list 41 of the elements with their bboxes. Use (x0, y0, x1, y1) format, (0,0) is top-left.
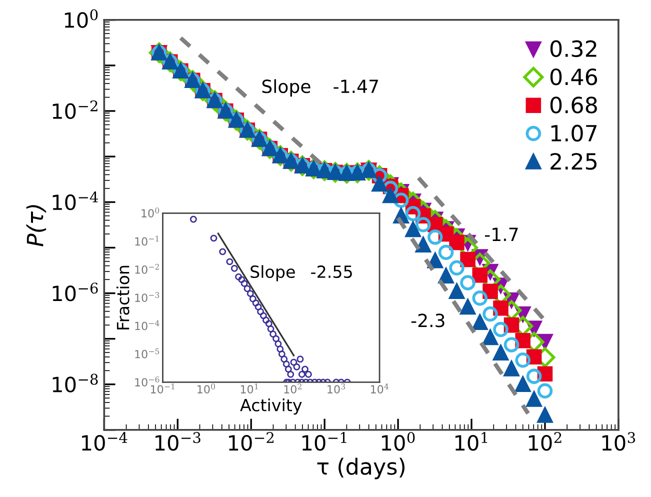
y-axis-title: P(τ) (26, 205, 46, 246)
x-tick-label: 10$^{−1}$ (150, 384, 174, 394)
x-tick-label: 10$^{1}$ (455, 432, 488, 451)
x-tick-label: 10$^{0}$ (198, 384, 215, 394)
x-axis-title: Activity (240, 398, 302, 415)
x-tick-label: 10$^{2}$ (528, 432, 562, 451)
y-axis-title: Fraction (116, 266, 130, 330)
y-tick-label: 10$^{0}$ (64, 9, 98, 28)
y-tick-label: 10$^{−3}$ (135, 292, 160, 302)
legend-label: 2.25 (550, 152, 597, 170)
legend-label: 0.68 (550, 96, 597, 114)
legend-label: 1.07 (551, 124, 597, 142)
annotation: -1.47 (334, 80, 378, 93)
y-tick-label: 10$^{−6}$ (135, 376, 160, 386)
annotation: Slope (250, 265, 295, 282)
y-tick-label: 10$^{−2}$ (135, 264, 159, 274)
y-tick-label: 10$^{0}$ (142, 208, 160, 218)
y-tick-label: 10$^{−4}$ (135, 320, 160, 330)
annotation: -2.55 (311, 265, 352, 278)
x-tick-label: 10$^{−1}$ (302, 432, 346, 451)
y-tick-label: 10$^{−1}$ (135, 236, 159, 246)
x-tick-label: 10$^{3}$ (328, 384, 346, 394)
x-tick-label: 10$^{1}$ (240, 384, 258, 394)
x-tick-label: 10$^{−3}$ (156, 432, 200, 451)
x-tick-label: 10$^{−4}$ (82, 432, 128, 451)
legend-label: 0.32 (550, 40, 596, 58)
x-tick-label: 10$^{3}$ (602, 432, 636, 451)
x-tick-label: 10$^{0}$ (382, 432, 415, 451)
annotation: -2.3 (411, 314, 444, 328)
y-tick-label: 10$^{−8}$ (52, 374, 98, 392)
y-tick-label: 10$^{−4}$ (52, 191, 98, 210)
annotation: -1.7 (484, 228, 518, 241)
x-tick-label: 10$^{−2}$ (229, 432, 274, 451)
x-tick-label: 10$^{4}$ (370, 384, 389, 394)
annotation: Slope (262, 79, 310, 97)
legend-label: 0.46 (550, 68, 598, 86)
x-axis-title: τ (days) (317, 458, 405, 480)
y-tick-label: 10$^{−2}$ (52, 100, 98, 120)
x-tick-label: 10$^{2}$ (284, 384, 302, 394)
y-tick-label: 10$^{−5}$ (135, 348, 160, 358)
y-tick-label: 10$^{−6}$ (52, 282, 98, 302)
